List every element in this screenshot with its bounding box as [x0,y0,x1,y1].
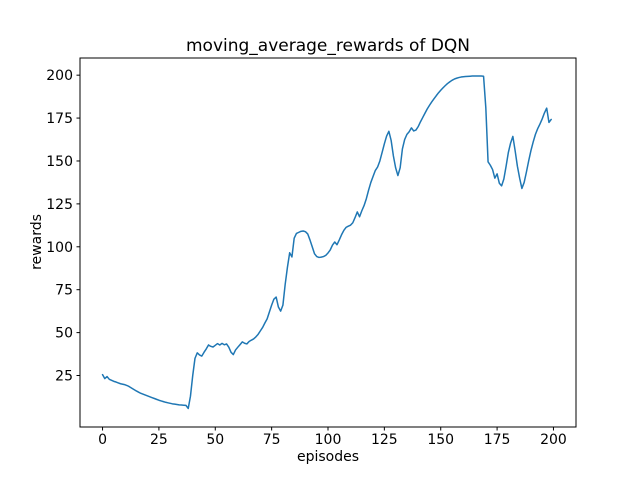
y-tick-label: 75 [55,283,73,299]
y-tick-label: 150 [46,154,73,170]
x-tick-label: 75 [263,432,281,448]
x-tick-label: 100 [315,432,342,448]
x-tick-label: 175 [484,432,511,448]
y-tick-label: 125 [46,197,73,213]
plot-border [79,57,577,428]
y-tick-label: 25 [55,369,73,385]
x-tick-label: 25 [150,432,168,448]
axes: 0 25 50 75 100 125 150 175 200 25 50 75 100 125 150 175… [46,57,577,448]
chart-title: moving_average_rewards of DQN [185,36,471,56]
x-tick-label: 125 [371,432,398,448]
x-tick-label: 50 [206,432,224,448]
data-line-moving_average_rewards [101,75,552,410]
y-tick-label: 50 [55,326,73,342]
x-tick-label: 200 [540,432,567,448]
y-tick-label: 200 [46,68,73,84]
x-tick-label: 150 [427,432,454,448]
y-tick-label: 100 [46,240,73,256]
y-axis-label: rewards [29,214,45,270]
y-tick-label: 175 [46,111,73,127]
series-layer [101,75,552,410]
x-tick-label: 0 [98,432,107,448]
x-axis-label: episodes [296,449,360,465]
